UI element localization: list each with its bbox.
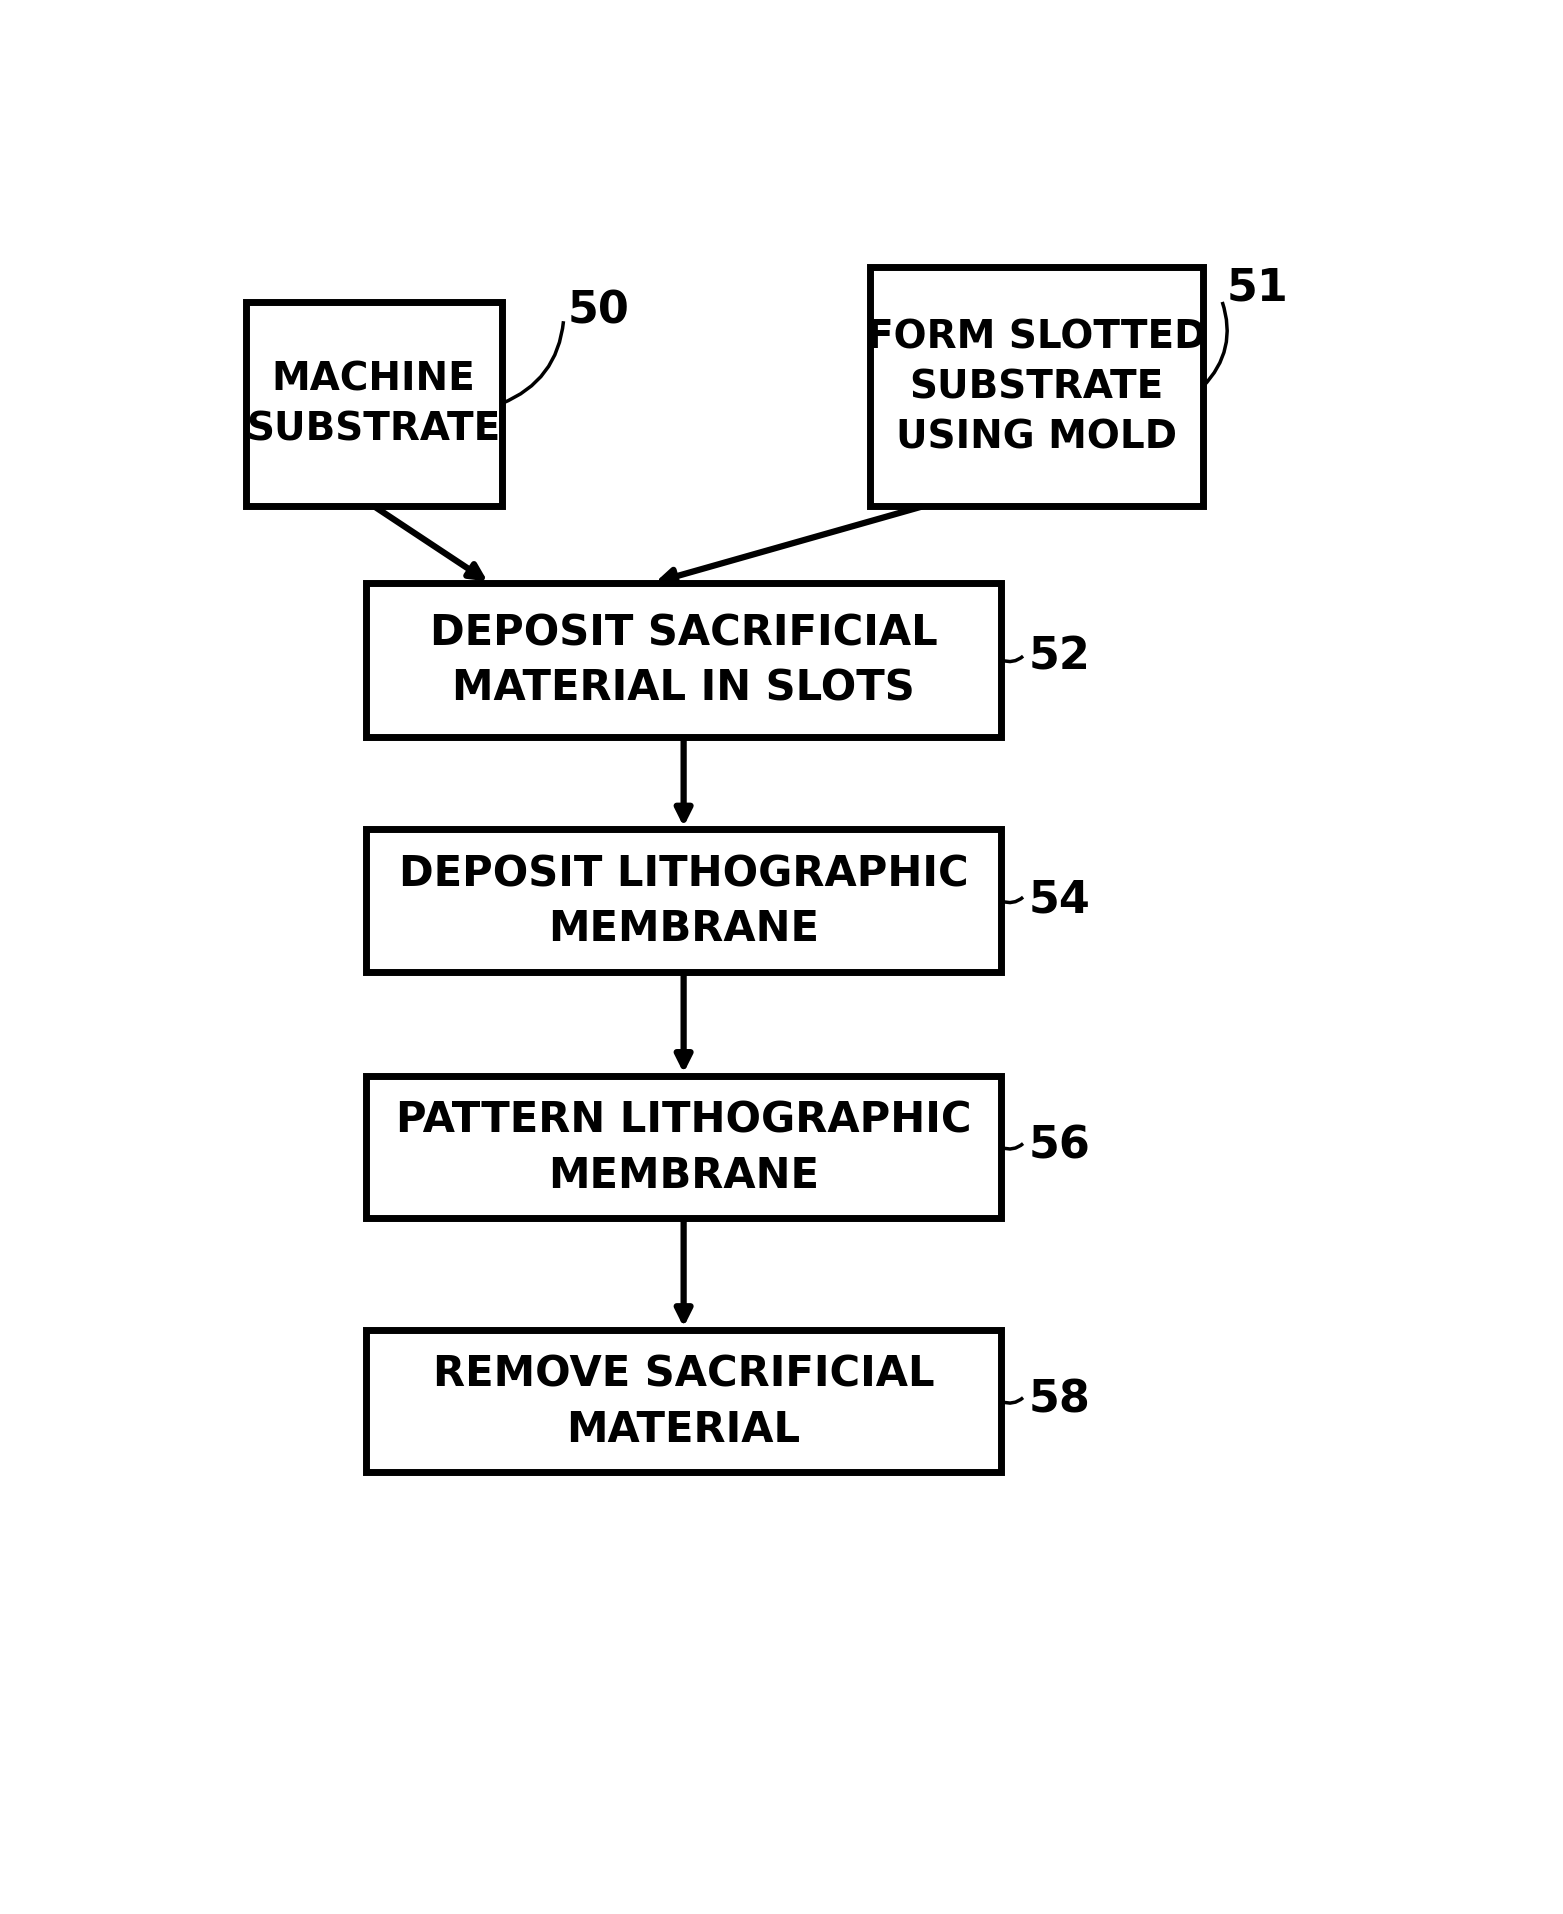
Text: 58: 58 bbox=[1028, 1378, 1091, 1420]
Bar bbox=[366, 584, 1002, 737]
Text: 56: 56 bbox=[1028, 1124, 1091, 1168]
Text: PATTERN LITHOGRAPHIC
MEMBRANE: PATTERN LITHOGRAPHIC MEMBRANE bbox=[395, 1099, 971, 1196]
Bar bbox=[366, 1330, 1002, 1472]
Bar bbox=[366, 1076, 1002, 1219]
Text: DEPOSIT LITHOGRAPHIC
MEMBRANE: DEPOSIT LITHOGRAPHIC MEMBRANE bbox=[399, 852, 969, 949]
Text: FORM SLOTTED
SUBSTRATE
USING MOLD: FORM SLOTTED SUBSTRATE USING MOLD bbox=[866, 318, 1207, 456]
Text: 54: 54 bbox=[1028, 879, 1091, 921]
Text: 51: 51 bbox=[1225, 266, 1288, 308]
Bar bbox=[245, 302, 502, 507]
Text: REMOVE SACRIFICIAL
MATERIAL: REMOVE SACRIFICIAL MATERIAL bbox=[433, 1353, 935, 1451]
Bar bbox=[366, 831, 1002, 972]
Text: DEPOSIT SACRIFICIAL
MATERIAL IN SLOTS: DEPOSIT SACRIFICIAL MATERIAL IN SLOTS bbox=[430, 612, 938, 710]
Text: 52: 52 bbox=[1028, 635, 1091, 678]
Text: MACHINE
SUBSTRATE: MACHINE SUBSTRATE bbox=[247, 360, 500, 448]
Bar bbox=[869, 268, 1204, 507]
Text: 50: 50 bbox=[567, 289, 630, 331]
